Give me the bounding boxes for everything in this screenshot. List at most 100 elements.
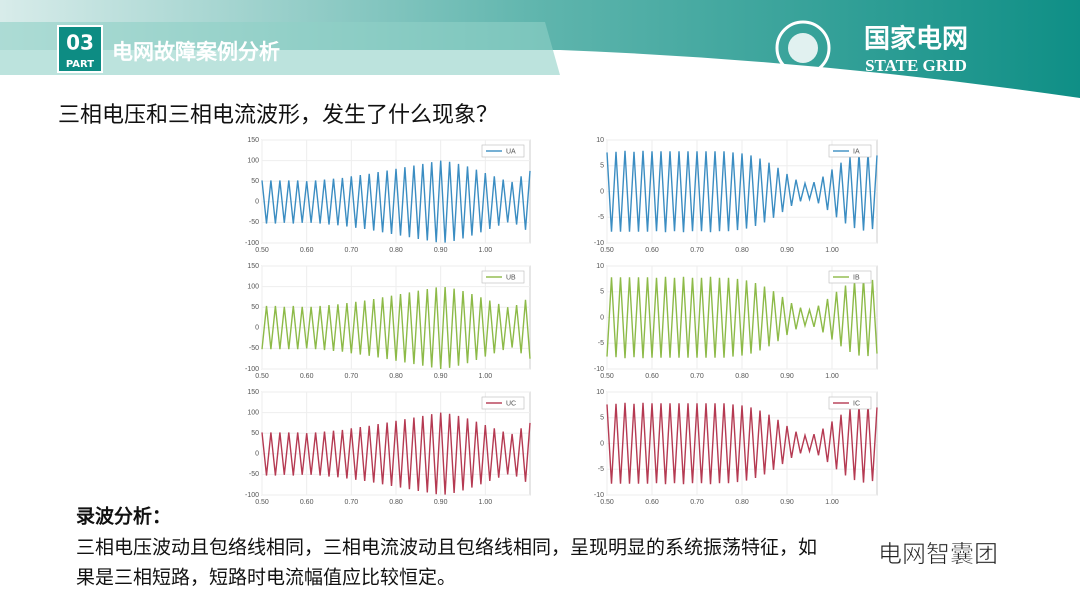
- part-label: PART: [66, 59, 94, 70]
- legend-label: IC: [853, 400, 860, 407]
- x-tick-label: 0.70: [345, 499, 359, 506]
- y-tick-label: -50: [249, 219, 259, 226]
- x-tick-label: 1.00: [825, 247, 839, 254]
- x-tick-label: 0.90: [780, 499, 794, 506]
- legend-label: UB: [506, 274, 516, 281]
- legend-box: [828, 144, 872, 158]
- y-tick-label: 0: [600, 314, 604, 321]
- x-tick-label: 1.00: [825, 499, 839, 506]
- x-tick-label: 0.60: [300, 247, 314, 254]
- y-tick-label: 0: [255, 199, 259, 206]
- part-number: 03: [66, 31, 94, 55]
- y-tick-label: 50: [251, 430, 259, 437]
- y-tick-label: 10: [596, 137, 604, 144]
- x-tick-label: 1.00: [479, 499, 493, 506]
- x-tick-label: 0.80: [735, 499, 749, 506]
- x-tick-label: 0.70: [690, 373, 704, 380]
- x-tick-label: 0.50: [600, 499, 614, 506]
- analysis-line: 三相电压波动且包络线相同，三相电流波动且包络线相同，呈现明显的系统振荡特征，如: [76, 537, 817, 559]
- y-tick-label: 10: [596, 389, 604, 396]
- x-tick-label: 1.00: [479, 247, 493, 254]
- y-tick-label: 0: [255, 325, 259, 332]
- y-tick-label: -10: [594, 492, 604, 499]
- legend-label: IA: [853, 148, 860, 155]
- x-tick-label: 0.50: [255, 373, 269, 380]
- y-tick-label: 0: [600, 188, 604, 195]
- waveform: [606, 276, 878, 359]
- y-tick-label: -50: [249, 471, 259, 478]
- y-tick-label: -50: [249, 345, 259, 352]
- y-tick-label: -5: [598, 340, 604, 347]
- analysis-line: 果是三相短路，短路时电流幅值应比较恒定。: [76, 567, 456, 589]
- legend-box: [481, 396, 525, 410]
- y-tick-label: -5: [598, 214, 604, 221]
- y-tick-label: 100: [247, 157, 259, 164]
- y-tick-label: -10: [594, 240, 604, 247]
- y-tick-label: -5: [598, 466, 604, 473]
- x-tick-label: 0.70: [345, 373, 359, 380]
- x-tick-label: 0.80: [735, 373, 749, 380]
- waveform: [606, 402, 878, 485]
- legend-box: [481, 270, 525, 284]
- y-tick-label: 100: [247, 283, 259, 290]
- x-tick-label: 0.90: [434, 373, 448, 380]
- legend-label: UA: [506, 148, 516, 155]
- x-tick-label: 0.60: [300, 373, 314, 380]
- y-tick-label: -100: [245, 366, 259, 373]
- legend-box: [828, 396, 872, 410]
- x-tick-label: 0.50: [255, 499, 269, 506]
- waveform: [606, 150, 878, 233]
- x-tick-label: 0.80: [389, 247, 403, 254]
- part-box: [57, 25, 103, 73]
- y-tick-label: 5: [600, 163, 604, 170]
- legend-box: [481, 144, 525, 158]
- x-tick-label: 0.90: [780, 373, 794, 380]
- y-tick-label: 150: [247, 263, 259, 270]
- logo-emblem: [775, 20, 831, 76]
- x-tick-label: 0.50: [600, 247, 614, 254]
- y-tick-label: -10: [594, 366, 604, 373]
- y-tick-label: 5: [600, 415, 604, 422]
- logo-globe: [788, 33, 818, 63]
- y-tick-label: 5: [600, 289, 604, 296]
- x-tick-label: 0.70: [690, 247, 704, 254]
- y-tick-label: 0: [600, 440, 604, 447]
- section-title: 电网故障案例分析: [112, 40, 280, 64]
- x-tick-label: 0.90: [434, 499, 448, 506]
- legend-label: UC: [506, 400, 516, 407]
- x-tick-label: 0.60: [645, 499, 659, 506]
- x-tick-label: 1.00: [825, 373, 839, 380]
- x-tick-label: 0.80: [389, 499, 403, 506]
- x-tick-label: 0.60: [645, 373, 659, 380]
- title-bar: [0, 22, 560, 75]
- legend-label: IB: [853, 274, 860, 281]
- x-tick-label: 0.90: [434, 247, 448, 254]
- legend-box: [828, 270, 872, 284]
- y-tick-label: 0: [255, 451, 259, 458]
- logo-cn: 国家电网: [864, 24, 968, 55]
- x-tick-label: 0.70: [690, 499, 704, 506]
- y-tick-label: 150: [247, 137, 259, 144]
- question: 三相电压和三相电流波形，发生了什么现象？: [58, 103, 498, 128]
- x-tick-label: 0.90: [780, 247, 794, 254]
- y-tick-label: -100: [245, 492, 259, 499]
- logo-en: STATE GRID: [865, 56, 967, 75]
- y-tick-label: 100: [247, 409, 259, 416]
- x-tick-label: 0.50: [600, 373, 614, 380]
- x-tick-label: 0.60: [645, 247, 659, 254]
- waveform: [261, 412, 531, 495]
- x-tick-label: 1.00: [479, 373, 493, 380]
- x-tick-label: 0.60: [300, 499, 314, 506]
- analysis-heading: 录波分析：: [76, 505, 171, 528]
- waveform: [261, 160, 531, 243]
- y-tick-label: 50: [251, 304, 259, 311]
- x-tick-label: 0.50: [255, 247, 269, 254]
- x-tick-label: 0.80: [735, 247, 749, 254]
- watermark: 电网智囊团: [878, 540, 998, 568]
- x-tick-label: 0.80: [389, 373, 403, 380]
- y-tick-label: 150: [247, 389, 259, 396]
- y-tick-label: 10: [596, 263, 604, 270]
